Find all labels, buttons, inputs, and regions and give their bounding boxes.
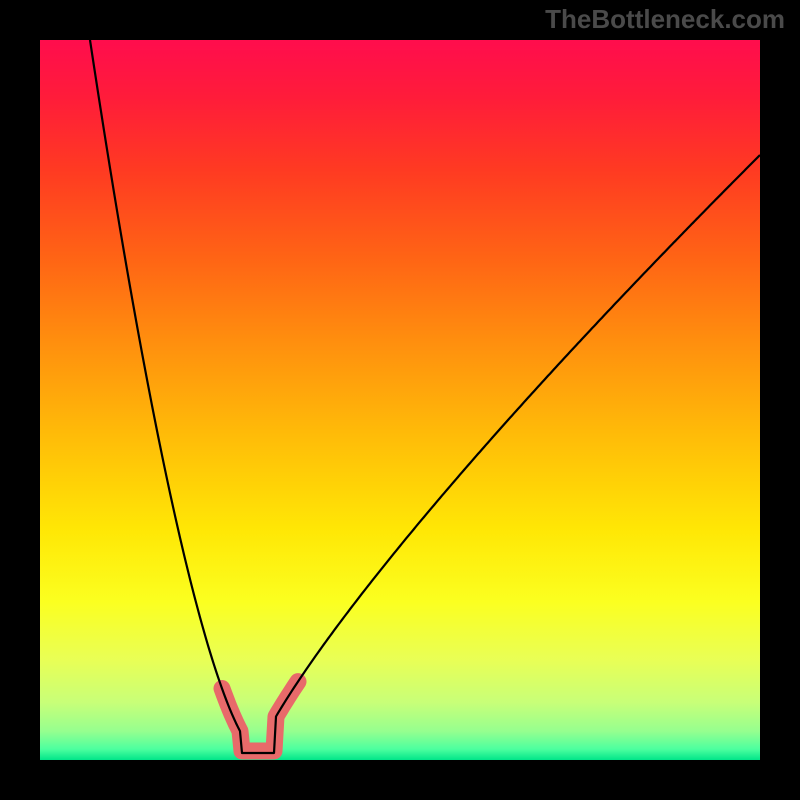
- plot-background: [40, 40, 760, 760]
- bottleneck-chart: [0, 0, 800, 800]
- chart-frame: TheBottleneck.com: [0, 0, 800, 800]
- watermark-text: TheBottleneck.com: [545, 4, 785, 35]
